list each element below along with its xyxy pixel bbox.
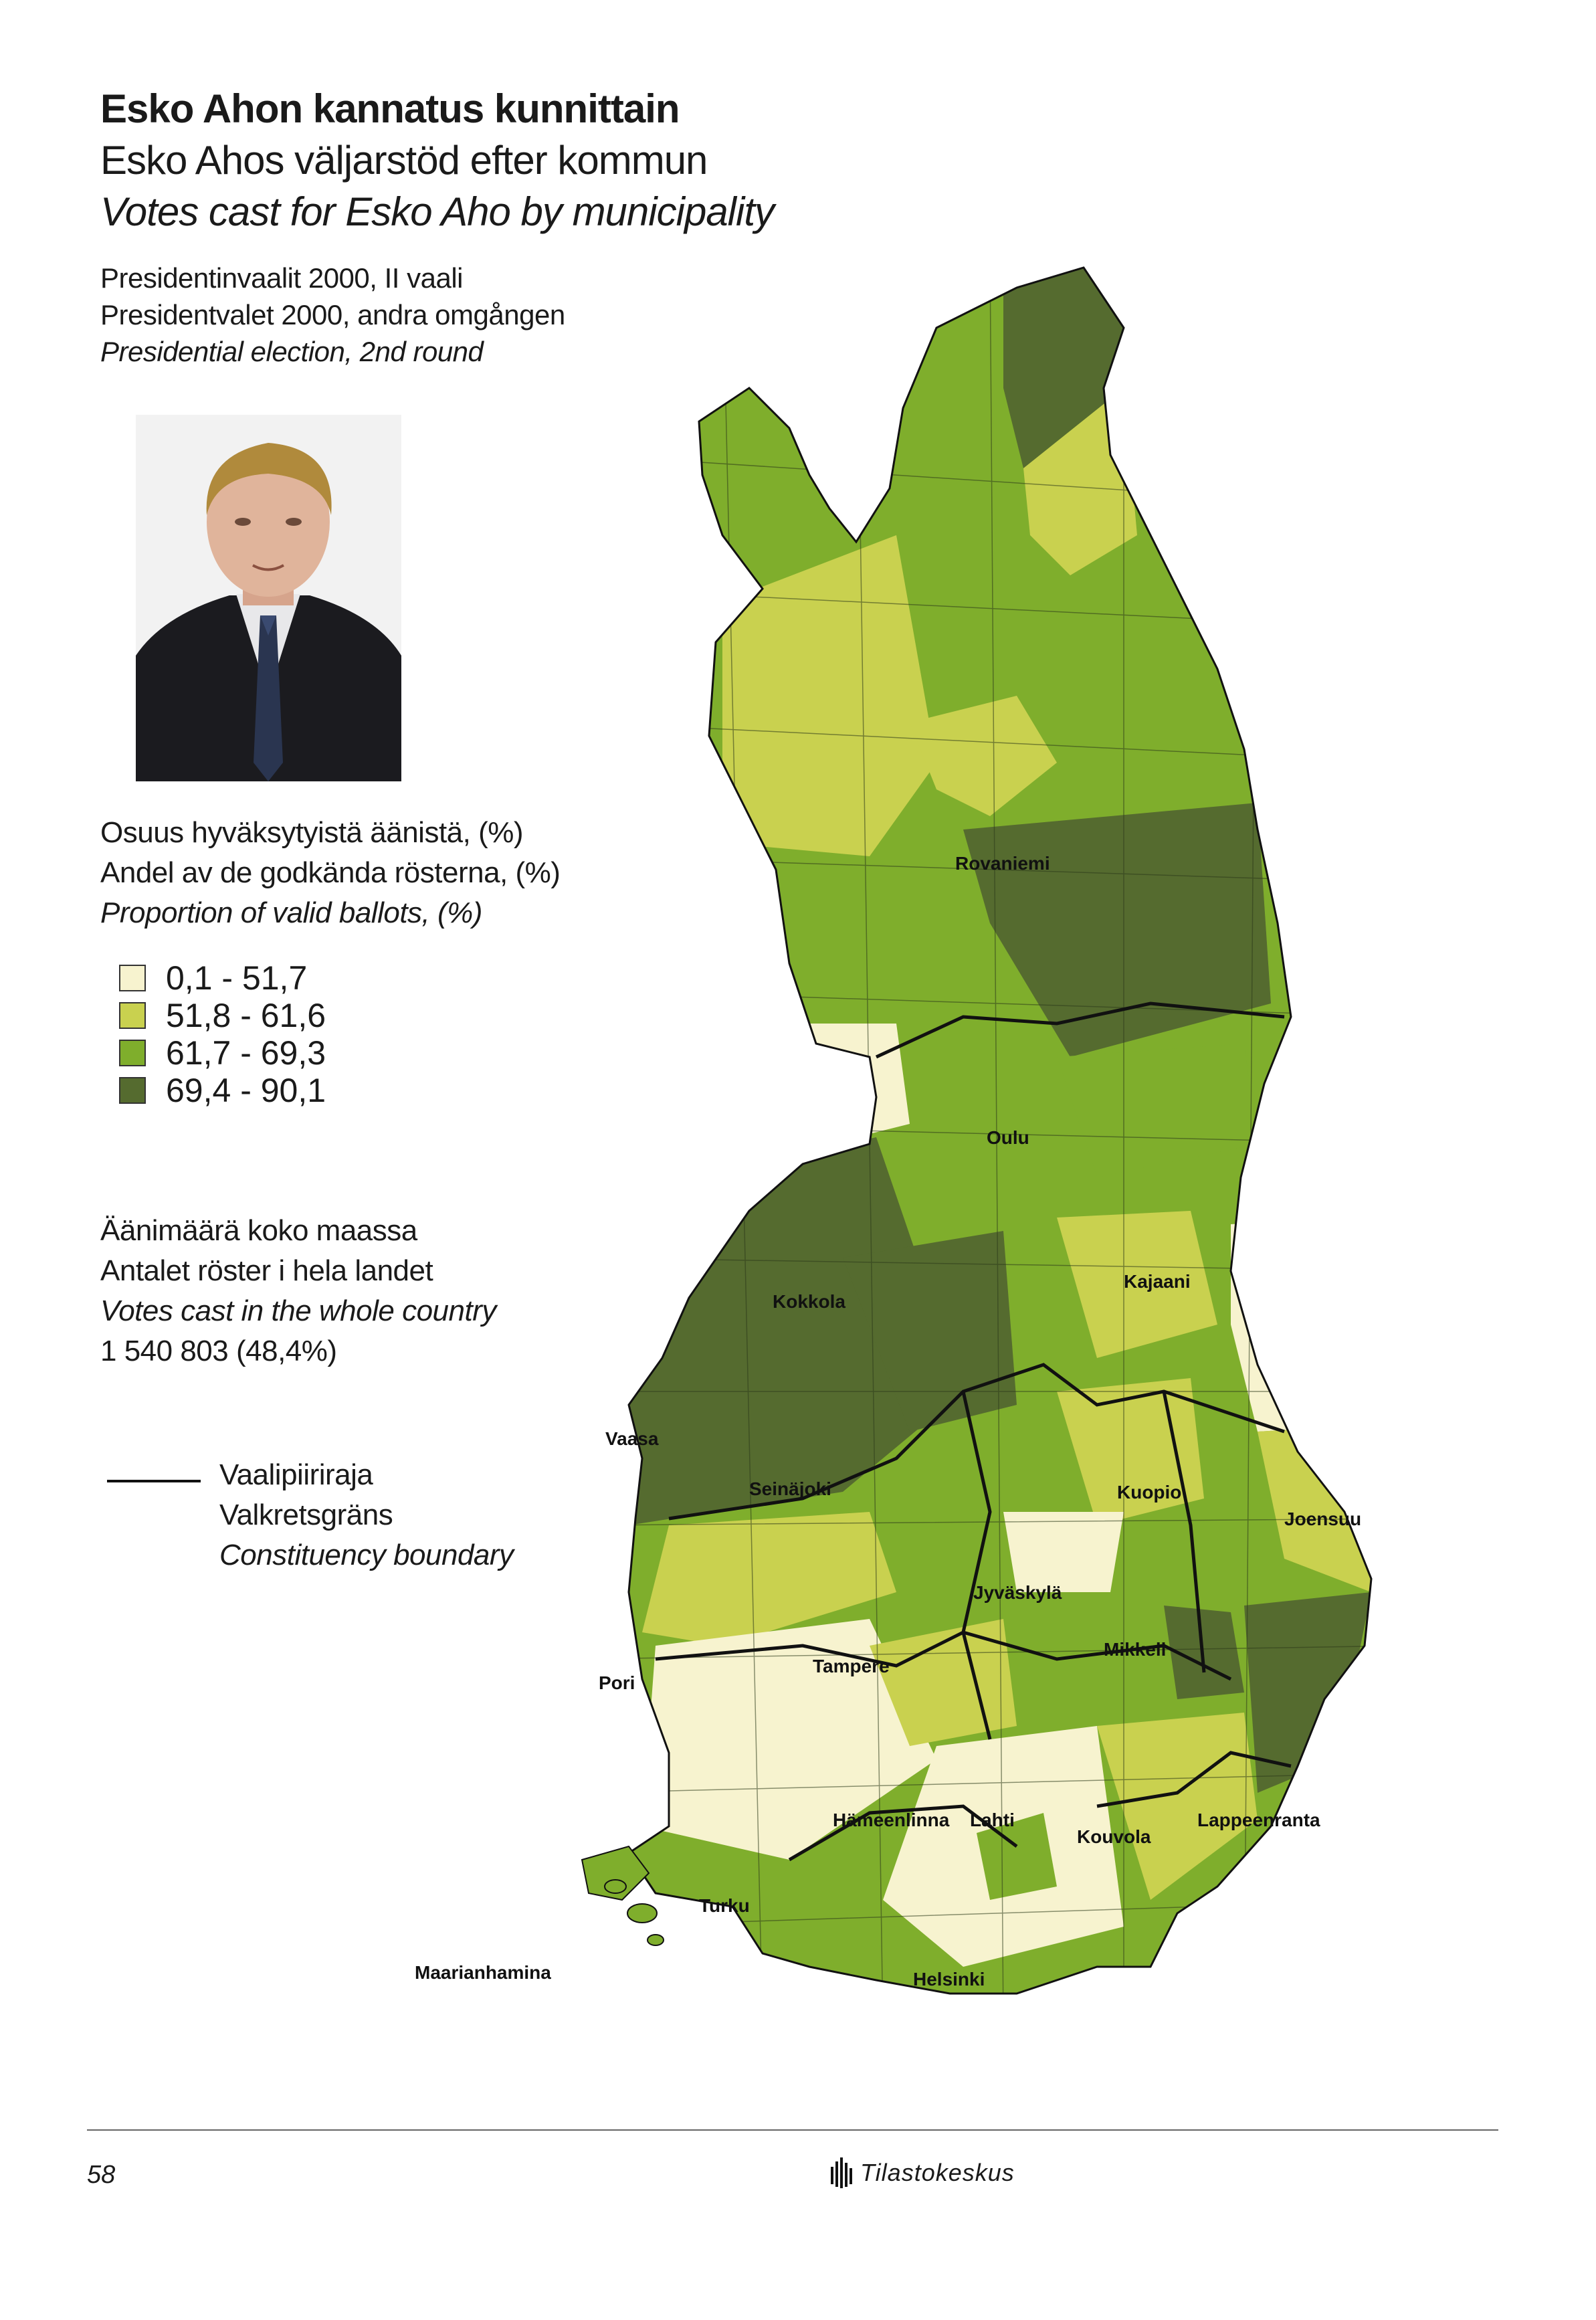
city-label-kokkola: Kokkola <box>773 1291 845 1312</box>
city-label-tampere: Tampere <box>813 1656 890 1676</box>
city-label-kouvola: Kouvola <box>1077 1826 1151 1847</box>
legend-swatch-4 <box>119 1077 146 1104</box>
legend-label-2: 51,8 - 61,6 <box>166 997 326 1034</box>
city-label-rovaniemi: Rovaniemi <box>955 853 1050 874</box>
city-label-vaasa: Vaasa <box>605 1428 659 1449</box>
city-label-sein-joki: Seinäjoki <box>749 1478 831 1499</box>
city-label-h-meenlinna: Hämeenlinna <box>833 1810 950 1830</box>
finland-choropleth-map: Rovaniemi Oulu Kokkola Kajaani Vaasa Seinäjok… <box>415 266 1373 1995</box>
votes-total-finnish: Äänimäärä koko maassa <box>100 1214 417 1247</box>
legend-item-1: 0,1 - 51,7 <box>119 959 308 997</box>
city-label-maarianhamina: Maarianhamina <box>415 1962 551 1983</box>
boundary-label-finnish: Vaalipiiriraja <box>219 1458 373 1491</box>
city-label-turku: Turku <box>699 1895 750 1916</box>
legend-item-2: 51,8 - 61,6 <box>119 997 326 1034</box>
subtitle-finnish: Presidentinvaalit 2000, II vaali <box>100 262 464 294</box>
publisher-name: Tilastokeskus <box>860 2159 1015 2186</box>
title-english: Votes cast for Esko Aho by municipality <box>100 189 775 234</box>
footer-divider <box>87 2129 1498 2131</box>
boundary-line-sample <box>107 1480 201 1482</box>
city-label-kajaani: Kajaani <box>1124 1271 1191 1292</box>
city-label-helsinki: Helsinki <box>913 1969 985 1990</box>
candidate-portrait <box>136 415 401 781</box>
tilastokeskus-icon <box>831 2157 852 2188</box>
subtitle-swedish: Presidentvalet 2000, andra omgången <box>100 299 565 330</box>
legend-heading-finnish: Osuus hyväksytyistä äänistä, (%) <box>100 816 524 849</box>
city-label-lahti: Lahti <box>970 1810 1015 1830</box>
votes-total-english: Votes cast in the whole country <box>100 1294 496 1327</box>
legend-swatch-3 <box>119 1040 146 1066</box>
city-label-oulu: Oulu <box>987 1127 1029 1148</box>
page-number: 58 <box>87 2161 116 2189</box>
legend-swatch-1 <box>119 965 146 991</box>
legend-item-4: 69,4 - 90,1 <box>119 1072 326 1109</box>
legend-label-4: 69,4 - 90,1 <box>166 1072 326 1109</box>
city-label-joensuu: Joensuu <box>1284 1509 1361 1529</box>
legend-label-3: 61,7 - 69,3 <box>166 1034 326 1072</box>
votes-total-value: 1 540 803 (48,4%) <box>100 1335 337 1367</box>
city-label-pori: Pori <box>599 1672 635 1693</box>
legend-item-3: 61,7 - 69,3 <box>119 1034 326 1072</box>
boundary-label-swedish: Valkretsgräns <box>219 1499 393 1531</box>
title-finnish: Esko Ahon kannatus kunnittain <box>100 86 680 131</box>
city-label-jyv-skyl-: Jyväskylä <box>973 1582 1062 1603</box>
subtitle-english: Presidential election, 2nd round <box>100 336 484 367</box>
legend-heading-english: Proportion of valid ballots, (%) <box>100 896 482 929</box>
city-label-kuopio: Kuopio <box>1117 1482 1181 1503</box>
publisher-logo: Tilastokeskus <box>829 2157 1015 2188</box>
city-label-mikkeli: Mikkeli <box>1104 1639 1166 1660</box>
votes-total-swedish: Antalet röster i hela landet <box>100 1254 433 1287</box>
boundary-label-english: Constituency boundary <box>219 1539 514 1571</box>
legend-label-1: 0,1 - 51,7 <box>166 959 308 997</box>
city-label-lappeenranta: Lappeenranta <box>1197 1810 1320 1830</box>
legend-heading-swedish: Andel av de godkända rösterna, (%) <box>100 856 561 889</box>
legend-swatch-2 <box>119 1002 146 1029</box>
title-swedish: Esko Ahos väljarstöd efter kommun <box>100 138 708 183</box>
